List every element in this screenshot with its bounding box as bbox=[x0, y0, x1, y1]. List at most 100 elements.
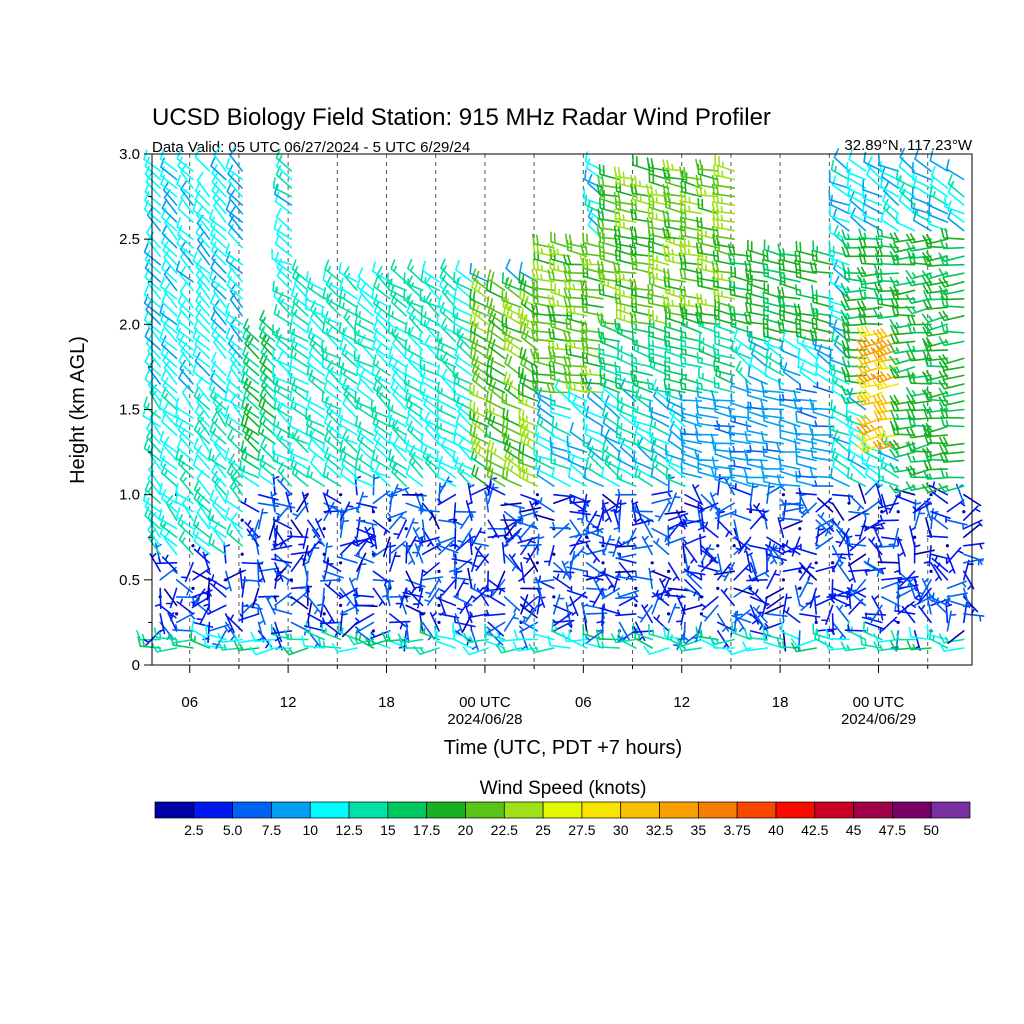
wind-barb bbox=[436, 348, 457, 368]
wind-barb bbox=[895, 212, 916, 232]
wind-barb bbox=[517, 383, 539, 402]
wind-barb bbox=[584, 169, 604, 189]
wind-barb bbox=[324, 259, 342, 283]
colorbar-label: 50 bbox=[923, 822, 939, 838]
wind-barb bbox=[273, 397, 293, 419]
wind-barb bbox=[733, 328, 752, 351]
wind-barb bbox=[795, 470, 817, 479]
wind-barb bbox=[615, 592, 637, 600]
wind-barb bbox=[502, 467, 522, 487]
wind-barb bbox=[196, 171, 211, 198]
wind-barb bbox=[846, 466, 867, 487]
wind-barb bbox=[374, 463, 391, 487]
wind-barb bbox=[503, 531, 522, 547]
wind-barb bbox=[353, 349, 375, 368]
wind-barb bbox=[372, 473, 380, 496]
wind-barb bbox=[828, 589, 850, 598]
wind-barb bbox=[776, 474, 801, 487]
wind-barb bbox=[352, 589, 375, 598]
wind-barb bbox=[372, 354, 391, 377]
wind-barb bbox=[856, 371, 883, 383]
wind-barb bbox=[175, 448, 194, 470]
wind-barb bbox=[581, 352, 604, 368]
wind-barb bbox=[593, 578, 604, 598]
wind-barb bbox=[579, 364, 604, 377]
colorbar-swatch bbox=[581, 801, 622, 819]
wind-barb bbox=[172, 624, 194, 632]
wind-barb bbox=[815, 519, 832, 537]
wind-barb bbox=[746, 325, 768, 343]
wind-barb bbox=[179, 282, 194, 309]
wind-barb bbox=[714, 401, 735, 419]
wind-barb bbox=[535, 575, 555, 590]
wind-barb bbox=[563, 330, 588, 343]
wind-barb bbox=[322, 465, 342, 487]
wind-barb bbox=[144, 165, 161, 189]
calm-wind-dot bbox=[716, 544, 720, 548]
wind-barb bbox=[546, 382, 571, 394]
wind-barb bbox=[918, 604, 932, 624]
x-tick-sublabel: 2024/06/29 bbox=[841, 711, 916, 728]
wind-barb bbox=[485, 400, 506, 419]
wind-barb bbox=[158, 482, 178, 504]
wind-barb bbox=[809, 261, 834, 274]
wind-barb bbox=[760, 380, 785, 394]
y-tick-label: 0 bbox=[132, 657, 140, 674]
wind-barb bbox=[518, 442, 539, 462]
wind-barb bbox=[158, 508, 178, 530]
calm-wind-dot bbox=[273, 595, 277, 599]
wind-barb bbox=[928, 204, 949, 223]
calm-wind-dot bbox=[699, 612, 704, 616]
wind-barb bbox=[193, 480, 211, 504]
wind-barb bbox=[848, 493, 865, 512]
wind-barb bbox=[451, 572, 473, 581]
wind-barb bbox=[197, 231, 211, 257]
wind-barb bbox=[337, 552, 358, 564]
wind-barb bbox=[453, 629, 473, 649]
wind-barb bbox=[439, 579, 457, 596]
wind-barb bbox=[550, 452, 571, 470]
wind-barb bbox=[196, 470, 211, 496]
wind-barb bbox=[856, 336, 883, 349]
wind-barb bbox=[829, 272, 850, 292]
wind-barb bbox=[894, 553, 901, 575]
wind-barb bbox=[810, 447, 834, 462]
wind-barb bbox=[921, 482, 949, 494]
wind-barb bbox=[159, 302, 178, 326]
wind-barb bbox=[485, 364, 506, 385]
wind-barb bbox=[268, 519, 276, 541]
wind-barb bbox=[563, 278, 588, 292]
wind-barb bbox=[712, 284, 735, 300]
wind-barb bbox=[614, 318, 637, 334]
wind-barb bbox=[563, 365, 588, 377]
wind-barb bbox=[878, 154, 899, 172]
wind-barb bbox=[881, 493, 889, 515]
wind-barb bbox=[212, 496, 227, 521]
wind-barb bbox=[206, 579, 211, 601]
wind-barb bbox=[517, 517, 539, 530]
wind-barb bbox=[921, 321, 949, 332]
wind-barb bbox=[889, 276, 916, 287]
wind-barb bbox=[164, 214, 178, 240]
wind-barb bbox=[471, 277, 489, 300]
colorbar-swatch bbox=[930, 801, 971, 819]
wind-barb bbox=[894, 605, 916, 615]
wind-barb bbox=[797, 347, 817, 368]
wind-barb bbox=[419, 349, 440, 368]
wind-barb bbox=[713, 325, 735, 343]
wind-barb bbox=[233, 640, 260, 652]
wind-barb bbox=[197, 274, 211, 300]
wind-barb bbox=[387, 279, 407, 300]
wind-barb bbox=[889, 285, 916, 296]
wind-barb bbox=[733, 587, 754, 596]
calm-wind-dot bbox=[749, 510, 753, 514]
wind-barb bbox=[697, 453, 719, 470]
wind-barb bbox=[565, 301, 588, 317]
colorbar-swatch bbox=[154, 801, 195, 819]
colorbar-swatch bbox=[387, 801, 428, 819]
wind-barb bbox=[849, 454, 867, 479]
wind-barb bbox=[208, 516, 227, 539]
calm-wind-dot bbox=[781, 493, 786, 497]
wind-barb bbox=[613, 208, 637, 223]
